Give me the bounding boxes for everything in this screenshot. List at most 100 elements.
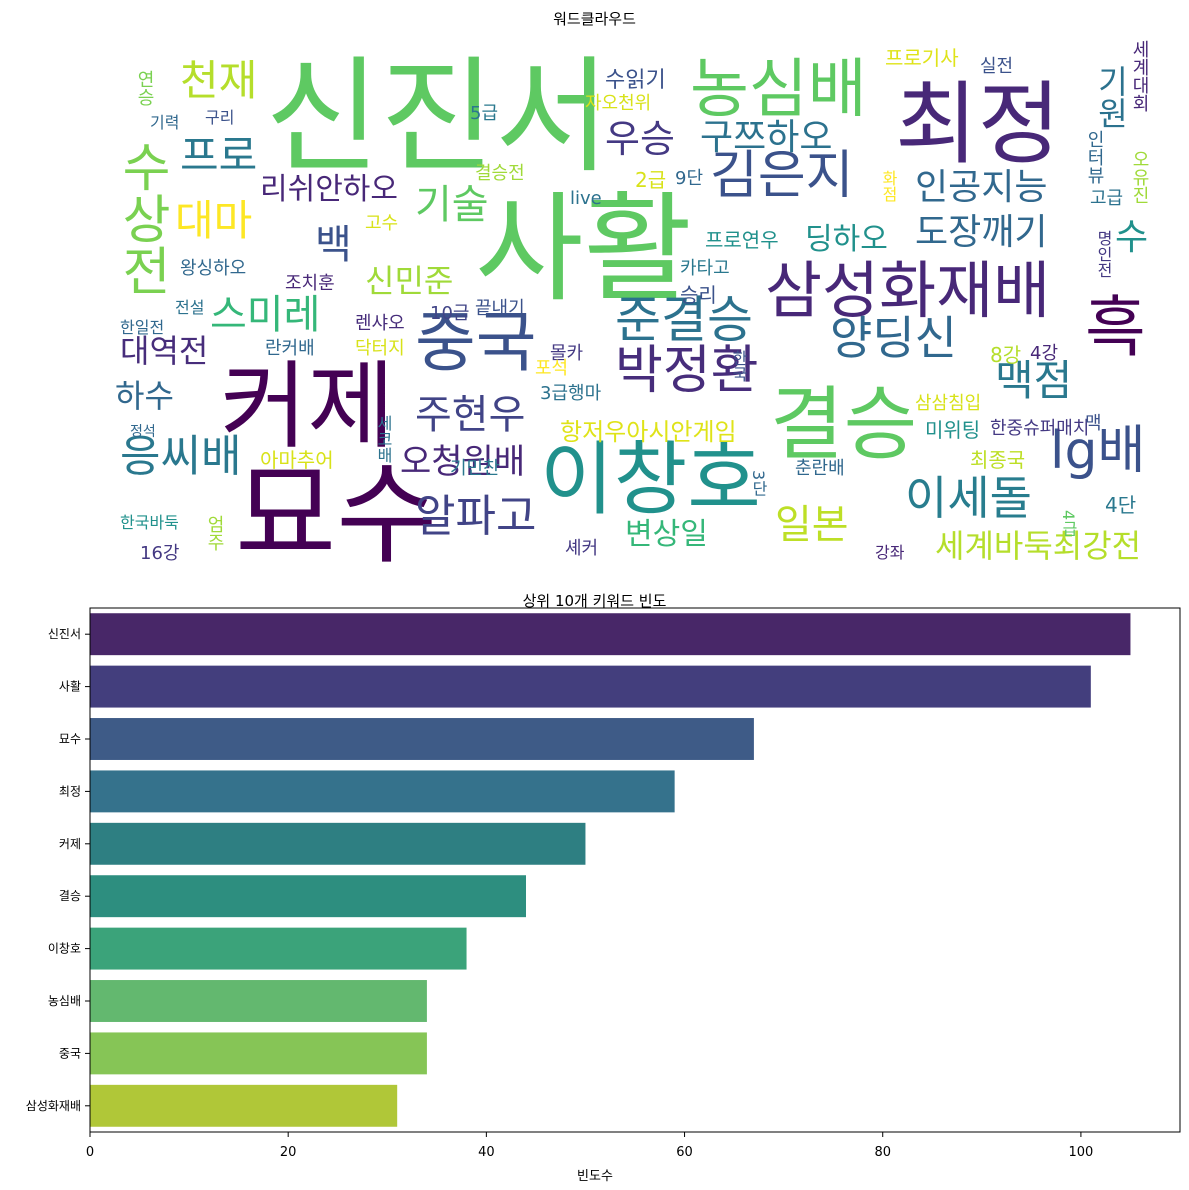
wordcloud-word: 춘란배 [795, 458, 845, 479]
wordcloud-word: 4급 [1059, 510, 1078, 537]
wordcloud-word: 농심배 [690, 53, 867, 127]
wordcloud-word: 삼삼침입 [915, 393, 982, 414]
wordcloud-word: 알파고 [415, 491, 537, 542]
wordcloud-word: 프로기사 [885, 46, 959, 70]
wordcloud-word: 고급 [1090, 188, 1124, 209]
wordcloud-word: 3급행마 [540, 383, 602, 404]
y-tick-label: 이창호 [48, 942, 81, 956]
bar [90, 665, 1091, 708]
wordcloud-word: 김은지 [710, 146, 854, 206]
wordcloud-word: 인공지능 [915, 167, 1048, 208]
y-tick-label: 커제 [59, 837, 81, 851]
wordcloud-word: 카타고 [680, 258, 730, 279]
x-tick-label: 100 [1068, 1145, 1093, 1160]
x-tick-label: 0 [86, 1145, 94, 1160]
wordcloud-word: 정석 [130, 424, 156, 440]
wordcloud-word: 삼성화재배 [765, 254, 1051, 327]
bar [90, 1032, 427, 1075]
wordcloud-word: 도장깨기 [915, 212, 1048, 253]
wordcloud-word: 강좌 [875, 543, 905, 562]
wordcloud-word: 맥점 [995, 356, 1073, 405]
wordcloud: 신진서 사활 묘수 최정 커제 결승 이창호 농심배 중국 삼성화재배 흑 박정환 수상전 김은지 준결승 l… [111, 40, 1160, 580]
bar [90, 875, 526, 918]
wordcloud-word: 항저우아시안게임 [560, 418, 737, 446]
wordcloud-word: 최정 [895, 72, 1061, 177]
y-tick-label: 삼성화재배 [26, 1099, 81, 1113]
wordcloud-word: 3단 [749, 470, 768, 497]
wordcloud-word: 전설 [175, 298, 205, 317]
y-tick-label: 중국 [59, 1046, 81, 1060]
wordcloud-word: 한국 [729, 350, 748, 382]
wordcloud-word: 5급 [470, 103, 499, 124]
bar [90, 927, 467, 970]
wordcloud-word: 리쉬안하오 [260, 172, 398, 207]
wordcloud-word: 흑 [1085, 289, 1146, 366]
wordcloud-word: 몰카 [550, 343, 584, 364]
wordcloud-word: 묘수 [235, 451, 438, 579]
y-tick-label: 신진서 [48, 627, 81, 641]
wordcloud-word: 응씨배 [120, 431, 242, 482]
x-tick-label: 40 [478, 1145, 495, 1160]
wordcloud-word: 천재 [180, 56, 258, 105]
wordcloud-word: 프로 [180, 131, 258, 180]
wordcloud-word: 주현우 [415, 392, 526, 438]
bar [90, 718, 754, 760]
wordcloud-word: 한일전 [120, 318, 165, 337]
wordcloud-word: 대역전 [120, 332, 209, 370]
wordcloud-word: 엄주 [204, 515, 225, 551]
wordcloud-word: 4단 [1105, 493, 1137, 517]
wordcloud-word: 구리 [205, 108, 235, 127]
wordcloud-word: 세계대회 [1129, 40, 1150, 112]
wordcloud-word: 일본 [775, 502, 849, 548]
wordcloud-word: 준결승 [615, 291, 753, 349]
wordcloud-word: 한국바둑 [120, 513, 179, 532]
wordcloud-word: 기술 [415, 182, 489, 228]
wordcloud-word: 닥터지 [355, 338, 405, 359]
wordcloud-word: 인터뷰 [1084, 130, 1105, 184]
wordcloud-title: 워드클라우드 [553, 10, 636, 28]
wordcloud-word: 커제 [220, 352, 395, 462]
wordcloud-word: 수 [1115, 217, 1149, 258]
wordcloud-word: 결승 [770, 378, 918, 471]
wordcloud-word: 맥 [1085, 413, 1102, 434]
wordcloud-word: 렌샤오 [355, 313, 405, 334]
wordcloud-word: 미위팅 [925, 418, 981, 442]
wordcloud-word: 이창호 [540, 433, 761, 526]
wordcloud-word: 세코배 [374, 415, 393, 463]
wordcloud-word: 고수 [365, 213, 399, 234]
y-tick-label: 묘수 [59, 732, 81, 746]
wordcloud-word: 오청원배 [400, 442, 526, 482]
wordcloud-word: 백 [315, 222, 352, 268]
wordcloud-word: 기원 [1092, 65, 1130, 129]
y-tick-label: 사활 [59, 680, 81, 694]
wordcloud-word: 대마 [175, 196, 253, 245]
wordcloud-word: 최종국 [970, 448, 1026, 472]
wordcloud-word: 8강 [990, 343, 1022, 367]
wordcloud-word: live [570, 188, 602, 209]
wordcloud-word: 이세돌 [905, 471, 1032, 525]
wordcloud-word: 우승 [605, 117, 675, 161]
wordcloud-word: 끝내기 [475, 298, 525, 319]
wordcloud-word: 프로연우 [705, 228, 779, 252]
wordcloud-word: 스미레 [210, 292, 321, 338]
plot-frame [89, 607, 1181, 1133]
bar [90, 822, 586, 865]
wordcloud-word: 결승전 [475, 163, 525, 184]
wordcloud-word: 10급 [430, 303, 470, 324]
wordcloud-word: 2급 [635, 168, 667, 192]
wordcloud-word: 중국 [415, 304, 537, 381]
wordcloud-word: 아마추어 [260, 448, 334, 472]
x-tick-label: 80 [874, 1145, 891, 1160]
wordcloud-word: lg배 [1050, 421, 1146, 481]
wordcloud-word: 포석 [535, 358, 569, 379]
wordcloud-word: 명인전 [1094, 230, 1113, 278]
bar [90, 1084, 398, 1127]
wordcloud-word: 9단 [675, 168, 704, 189]
wordcloud-word: 기민찬 [450, 458, 500, 479]
wordcloud-word: 16강 [140, 543, 180, 564]
wordcloud-word: 신민준 [365, 262, 454, 300]
wordcloud-word: 왕싱하오 [180, 258, 247, 279]
x-tick-label: 60 [676, 1145, 693, 1160]
bar-chart-title: 상위 10개 키워드 빈도 [522, 592, 667, 610]
x-axis-label: 빈도수 [577, 1169, 613, 1184]
